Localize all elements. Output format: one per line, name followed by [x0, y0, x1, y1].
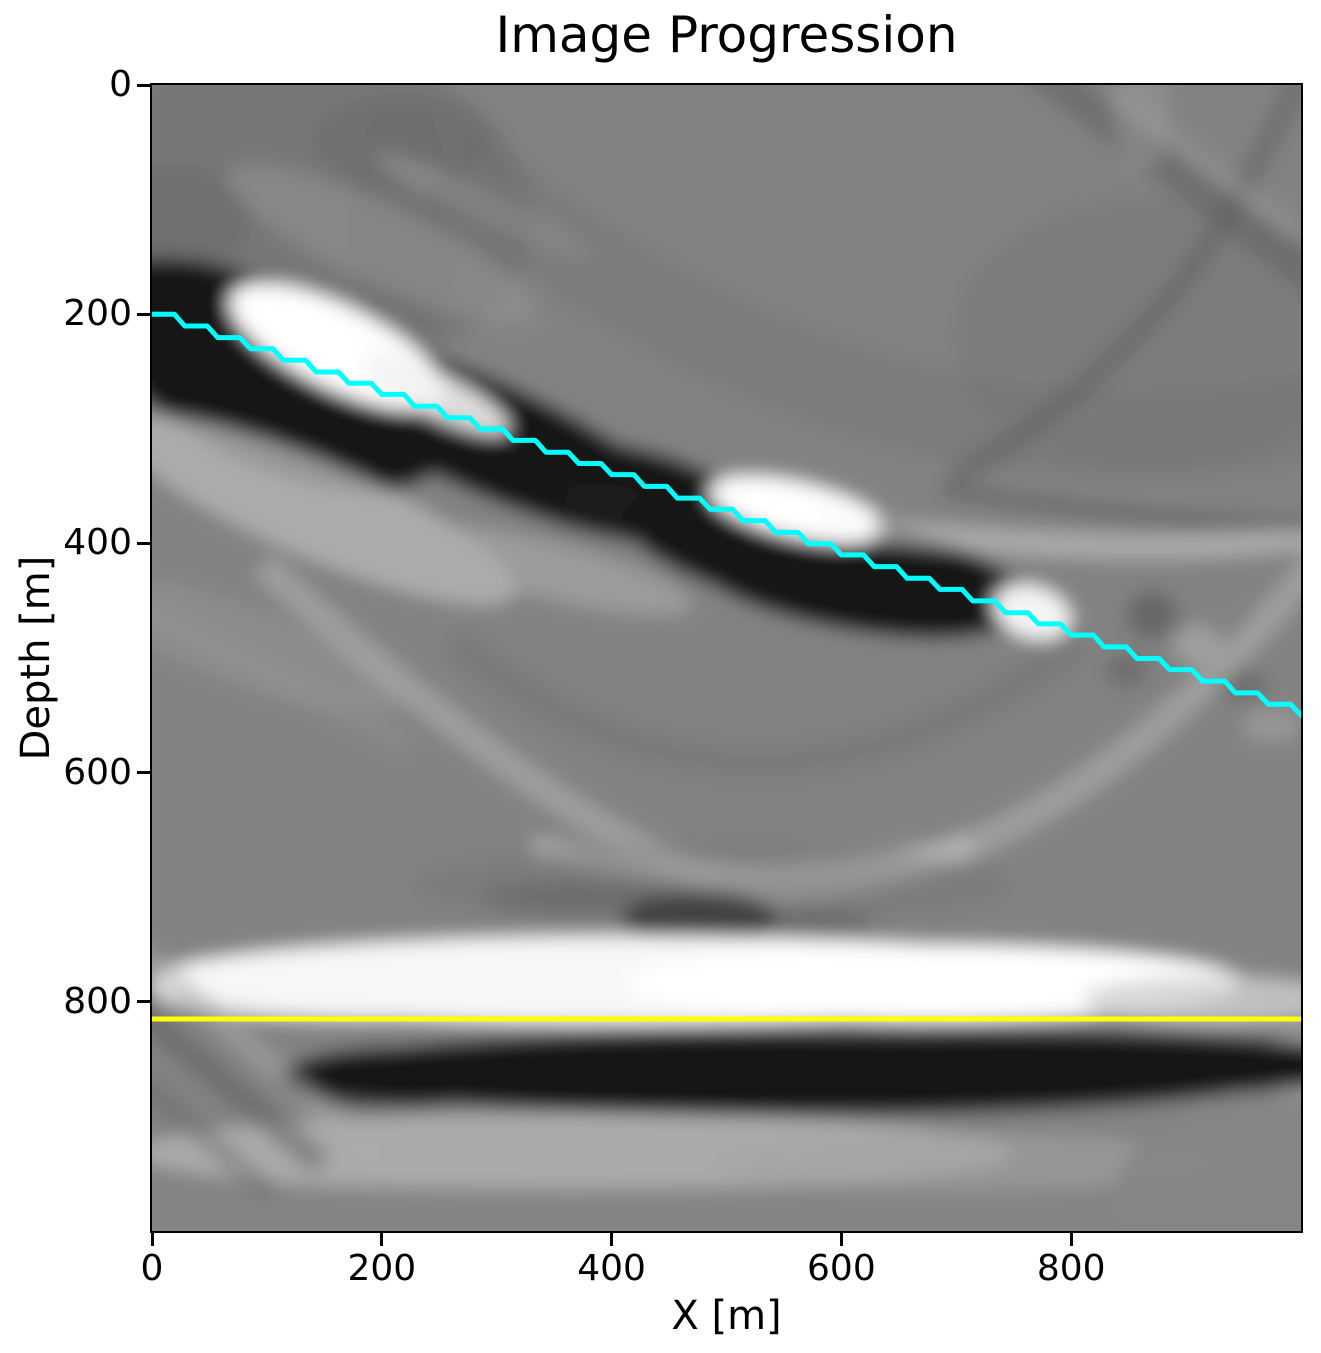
x-tick-label: 600 — [807, 1248, 876, 1289]
y-tick-label: 200 — [63, 293, 132, 335]
y-tick-mark — [137, 312, 150, 316]
y-tick-label: 600 — [63, 751, 132, 793]
x-tick-mark — [610, 1233, 614, 1246]
x-tick-label: 0 — [140, 1248, 164, 1289]
y-axis-label: Depth [m] — [13, 555, 59, 761]
plot-title: Image Progression — [495, 6, 958, 64]
x-tick-label: 400 — [577, 1248, 646, 1289]
y-tick-mark — [137, 1000, 150, 1004]
y-tick-label: 400 — [63, 522, 132, 564]
x-tick-mark — [839, 1233, 843, 1246]
x-axis-label: X [m] — [671, 1293, 782, 1339]
x-tick-mark — [380, 1233, 384, 1246]
seismic-image — [152, 85, 1301, 1231]
x-tick-mark — [1069, 1233, 1073, 1246]
image-pixels — [152, 85, 1301, 1231]
picked-horizon-line — [152, 311, 1301, 718]
y-tick-label: 800 — [63, 980, 132, 1022]
y-tick-mark — [137, 83, 150, 87]
y-tick-mark — [137, 541, 150, 545]
x-tick-label: 200 — [347, 1248, 417, 1289]
x-tick-label: 800 — [1036, 1248, 1106, 1289]
y-tick-mark — [137, 771, 150, 775]
y-tick-label: 0 — [109, 64, 132, 105]
x-tick-mark — [150, 1233, 154, 1246]
